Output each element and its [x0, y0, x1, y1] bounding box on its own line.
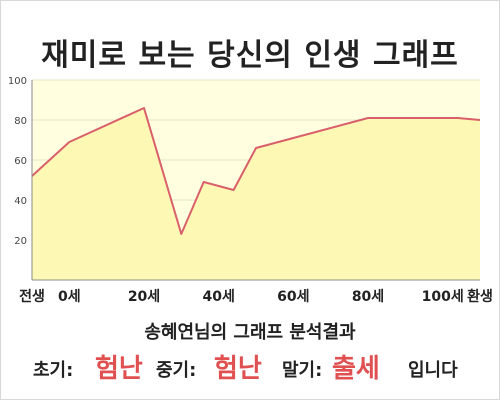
late-value: 출세 — [332, 354, 380, 384]
x-tick-label: 80세 — [352, 289, 384, 305]
chart-title: 재미로 보는 당신의 인생 그래프 — [41, 38, 459, 73]
x-tick-label: 40세 — [202, 289, 234, 305]
x-tick-label: 환생 — [467, 288, 493, 305]
area-fill — [32, 108, 480, 280]
x-tick-labels: 전생 0세 20세 40세 60세 80세 100세 환생 — [19, 288, 493, 305]
x-tick-label: 0세 — [58, 289, 81, 305]
x-tick-label: 20세 — [128, 289, 160, 305]
axes — [31, 80, 480, 281]
series-line — [31, 107, 481, 235]
middle-label: 중기: — [156, 360, 197, 381]
late-label: 말기: — [282, 360, 323, 381]
early-label: 초기: — [33, 360, 74, 381]
result-heading: 송혜연님의 그래프 분석결과 — [144, 322, 356, 343]
x-tick-label: 60세 — [277, 289, 309, 305]
y-tick-label: 60 — [14, 156, 27, 167]
y-tick-label: 40 — [14, 196, 27, 207]
middle-value: 험난 — [214, 354, 262, 384]
x-tick-label: 전생 — [19, 288, 45, 305]
y-tick-label: 80 — [14, 116, 27, 127]
early-value: 험난 — [95, 354, 143, 384]
result-line: 초기: 험난 중기: 험난 말기: 출세 입니다 — [0, 344, 500, 384]
y-tick-labels: 20 40 60 80 100 — [8, 76, 27, 247]
ending-text: 입니다 — [408, 360, 458, 381]
y-tick-label: 100 — [8, 76, 27, 87]
x-tick-label: 100세 — [422, 289, 464, 305]
y-tick-label: 20 — [14, 236, 27, 247]
